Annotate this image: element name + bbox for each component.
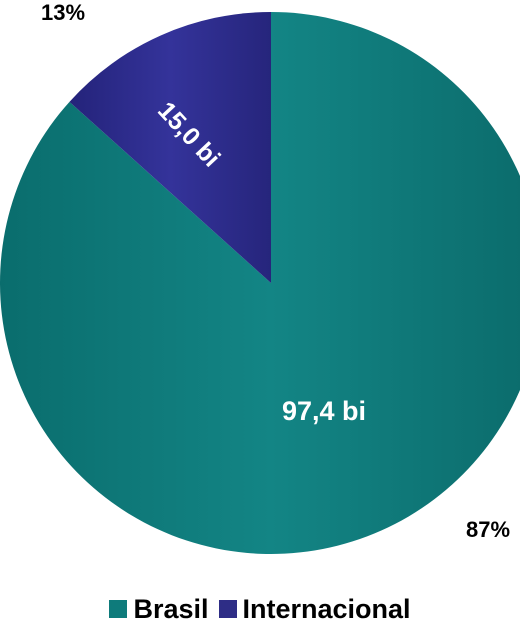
legend-swatch-internacional — [218, 600, 237, 618]
legend: Brasil Internacional — [0, 592, 520, 626]
slice-percent-label-internacional: 13% — [41, 0, 85, 25]
pie-slice-internacional — [69, 12, 271, 283]
legend-item-internacional: Internacional — [218, 593, 411, 625]
legend-item-brasil: Brasil — [109, 593, 209, 625]
slice-value-label-brasil: 97,4 bi — [282, 396, 366, 426]
slice-percent-label-brasil: 87% — [466, 517, 510, 542]
pie-slice-brasil — [0, 12, 520, 554]
legend-swatch-brasil — [109, 600, 128, 618]
legend-label-brasil: Brasil — [133, 593, 209, 624]
legend-label-internacional: Internacional — [242, 593, 411, 624]
